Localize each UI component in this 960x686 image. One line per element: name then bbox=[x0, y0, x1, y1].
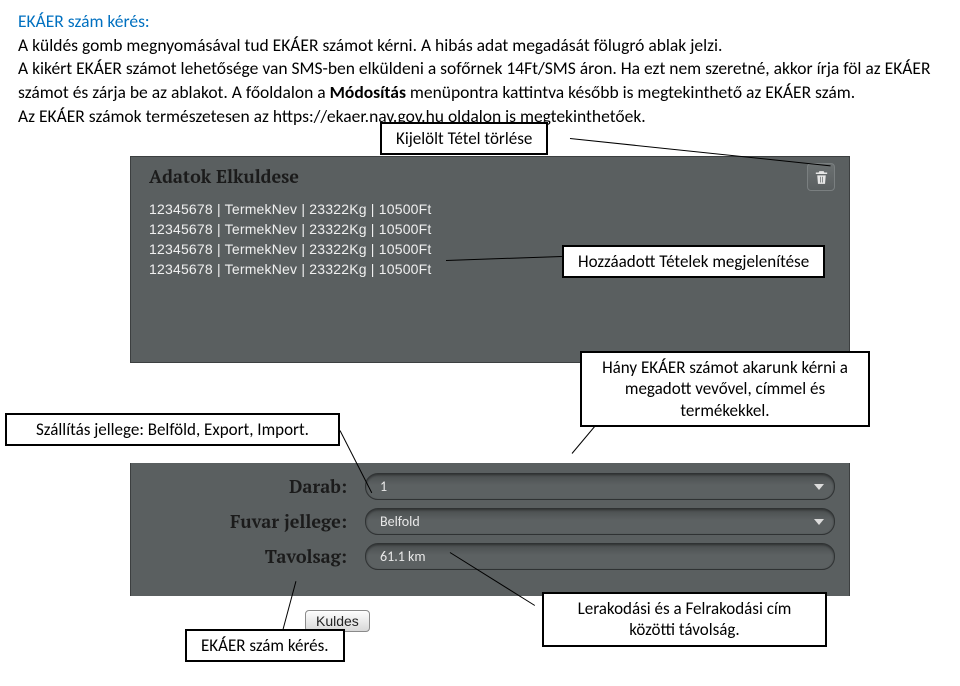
intro-p2: A kikért EKÁER számot lehetősége van SMS… bbox=[18, 57, 942, 104]
callout-shipping-type: Szállítás jellege: Belföld, Export, Impo… bbox=[5, 413, 340, 446]
list-item[interactable]: 12345678 | TermekNev | 23322Kg | 10500Ft bbox=[131, 199, 849, 219]
callout-quantity: Hány EKÁER számot akarunk kérni a megado… bbox=[580, 351, 870, 427]
callout-distance: Lerakodási és a Felrakodási cím közötti … bbox=[542, 592, 827, 647]
tavolsag-label: Tavolsag: bbox=[145, 545, 365, 569]
darab-label: Darab: bbox=[145, 475, 365, 499]
darab-select[interactable]: 1 bbox=[365, 473, 835, 500]
trash-icon bbox=[813, 169, 830, 186]
callout-added-items: Hozzáadott Tételek megjelenítése bbox=[562, 245, 825, 278]
fuvar-select[interactable]: Belfold bbox=[365, 508, 835, 535]
delete-button[interactable] bbox=[807, 163, 835, 191]
app-area: Kijelölt Tétel törlése Adatok Elkuldese … bbox=[130, 132, 850, 632]
callout-delete-selected: Kijelölt Tétel törlése bbox=[380, 122, 548, 155]
mid-gap: Hány EKÁER számot akarunk kérni a megado… bbox=[130, 363, 850, 463]
intro-text: EKÁER szám kérés: A küldés gomb megnyomá… bbox=[0, 0, 960, 132]
list-item[interactable]: 12345678 | TermekNev | 23322Kg | 10500Ft bbox=[131, 219, 849, 239]
tavolsag-field[interactable]: 61.1 km bbox=[365, 543, 835, 570]
intro-title: EKÁER szám kérés: bbox=[18, 10, 942, 34]
intro-p1: A küldés gomb megnyomásával tud EKÁER sz… bbox=[18, 34, 942, 58]
panel-title: Adatok Elkuldese bbox=[149, 165, 299, 189]
fuvar-label: Fuvar jellege: bbox=[145, 510, 365, 534]
callout-ekaer-request: EKÁER szám kérés. bbox=[185, 629, 345, 662]
